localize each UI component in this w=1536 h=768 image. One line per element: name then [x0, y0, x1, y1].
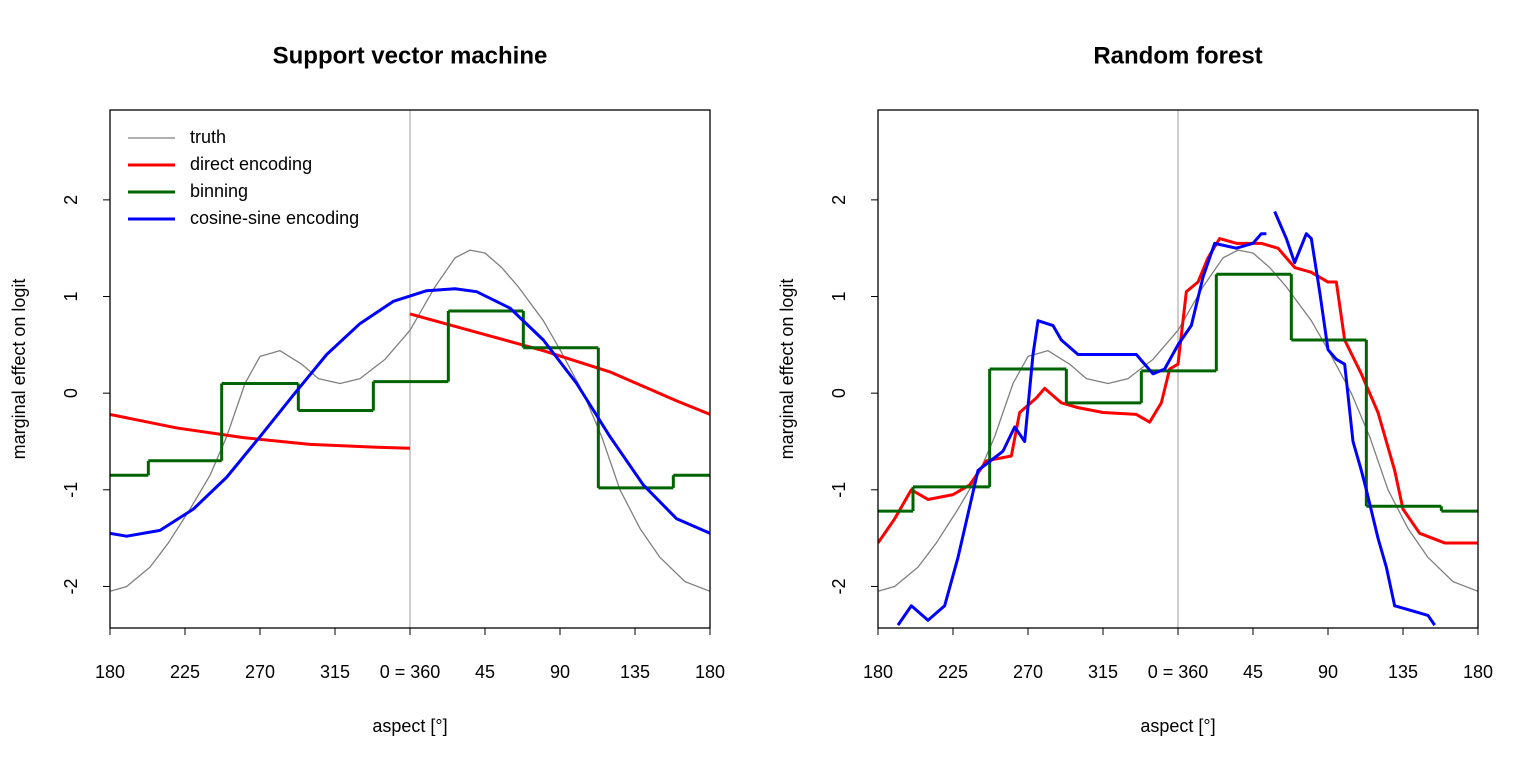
x-tick-label: 225 [170, 662, 200, 682]
legend-label: cosine-sine encoding [190, 208, 359, 228]
panel: Support vector machine aspect [°] marginal… [9, 42, 725, 735]
series-layer [110, 249, 710, 592]
y-axis-label: marginal effect on logit [9, 279, 29, 460]
x-tick-label: 315 [320, 662, 350, 682]
y-tick-label: 0 [829, 388, 849, 398]
x-tick-label: 180 [95, 662, 125, 682]
x-tick-label: 225 [938, 662, 968, 682]
x-tick-label: 180 [1463, 662, 1493, 682]
plot-frame [877, 109, 1479, 629]
x-axis-label: aspect [°] [1140, 716, 1215, 736]
legend-label: binning [190, 181, 248, 201]
y-tick-label: -2 [829, 578, 849, 594]
plot-frame [109, 109, 711, 629]
x-tick-label: 315 [1088, 662, 1118, 682]
legend-label: direct encoding [190, 154, 312, 174]
x-tick-label: 90 [1318, 662, 1338, 682]
series-line [409, 312, 710, 416]
y-tick-label: 2 [829, 195, 849, 205]
y-tick-label: -1 [61, 482, 81, 498]
x-tick-label: 135 [620, 662, 650, 682]
series-line [1273, 210, 1436, 626]
x-tick-label: 135 [1388, 662, 1418, 682]
x-tick-label: 180 [863, 662, 893, 682]
x-tick-label: 180 [695, 662, 725, 682]
x-tick-label: 45 [1243, 662, 1263, 682]
y-tick-label: 1 [829, 292, 849, 302]
series-line [110, 249, 710, 592]
series-line [110, 412, 411, 450]
x-axis-label: aspect [°] [372, 716, 447, 736]
x-tick-label: 45 [475, 662, 495, 682]
series-line [110, 287, 710, 538]
y-tick-label: 0 [61, 388, 81, 398]
x-tick-label: 0 = 360 [1148, 662, 1209, 682]
x-tick-label: 270 [1013, 662, 1043, 682]
chart-title: Random forest [1093, 42, 1262, 69]
panel: Random forest aspect [°] marginal effect o… [777, 42, 1493, 735]
y-tick-label: 2 [61, 195, 81, 205]
y-tick-label: 1 [61, 292, 81, 302]
y-tick-label: -1 [829, 482, 849, 498]
y-tick-label: -2 [61, 578, 81, 594]
x-tick-label: 0 = 360 [380, 662, 441, 682]
series-line [896, 232, 1267, 626]
legend-label: truth [190, 127, 226, 147]
y-axis-label: marginal effect on logit [777, 279, 797, 460]
x-tick-label: 270 [245, 662, 275, 682]
series-layer [878, 210, 1478, 626]
x-tick-label: 90 [550, 662, 570, 682]
chart-title: Support vector machine [273, 42, 548, 69]
